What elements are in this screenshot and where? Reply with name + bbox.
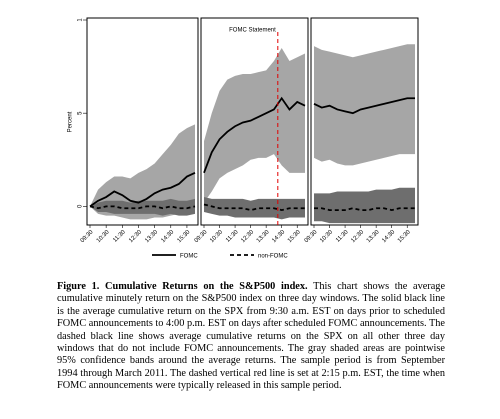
x-tick-label: 15:30 — [397, 229, 412, 244]
confidence-band — [314, 187, 415, 224]
x-tick-label: 15:30 — [287, 229, 302, 244]
y-tick-label: 1 — [78, 18, 84, 22]
series-line — [203, 203, 305, 212]
panel-frame — [86, 17, 199, 226]
confidence-band — [314, 44, 415, 166]
x-tick-label: 09:30 — [80, 229, 95, 244]
x-tick-label: 13:30 — [144, 229, 159, 244]
x-tick-label: 11:30 — [225, 229, 240, 244]
x-tick-label: 09:30 — [304, 229, 319, 244]
x-tick-label: 13:30 — [366, 229, 381, 244]
y-tick-label: 5 — [78, 111, 84, 115]
series-line — [314, 207, 415, 212]
panel-frame — [310, 17, 419, 226]
x-tick-label: 09:30 — [194, 229, 209, 244]
x-tick-label: 11:30 — [112, 229, 127, 244]
x-tick-label: 13:30 — [256, 229, 271, 244]
caption-label: Figure 1. Cumulative Returns on the S&P5… — [57, 281, 308, 292]
x-tick-label: 14:30 — [381, 229, 396, 244]
annotation-label: FOMC Statement — [229, 28, 276, 34]
y-axis-label: Percent — [68, 111, 74, 132]
confidence-band — [204, 47, 305, 203]
caption-text: This chart shows the average cumulative … — [57, 281, 446, 392]
x-tick-label: 10:30 — [319, 229, 334, 244]
x-tick-label: 14:30 — [160, 229, 175, 244]
series-line — [203, 96, 306, 174]
series-line — [313, 97, 415, 115]
x-tick-label: 12:30 — [350, 229, 365, 244]
x-tick-label: 14:30 — [271, 229, 286, 244]
x-tick-label: 12:30 — [128, 229, 143, 244]
y-tick-label: 0 — [78, 204, 84, 208]
legend-label: non-FOMC — [258, 254, 288, 260]
panel-frame — [200, 17, 309, 226]
x-tick-label: 12:30 — [240, 229, 255, 244]
confidence-band — [204, 197, 305, 220]
series-line — [89, 172, 196, 208]
x-tick-label: 11:30 — [335, 229, 350, 244]
x-tick-label: 15:30 — [177, 229, 192, 244]
x-tick-label: 10:30 — [96, 229, 111, 244]
legend-label: FOMC — [180, 254, 198, 260]
confidence-band — [90, 198, 195, 216]
caption: Figure 1. Cumulative Returns on the S&P5… — [57, 281, 445, 393]
x-tick-label: 10:30 — [209, 229, 224, 244]
series-line — [89, 205, 196, 210]
confidence-band — [90, 124, 195, 220]
